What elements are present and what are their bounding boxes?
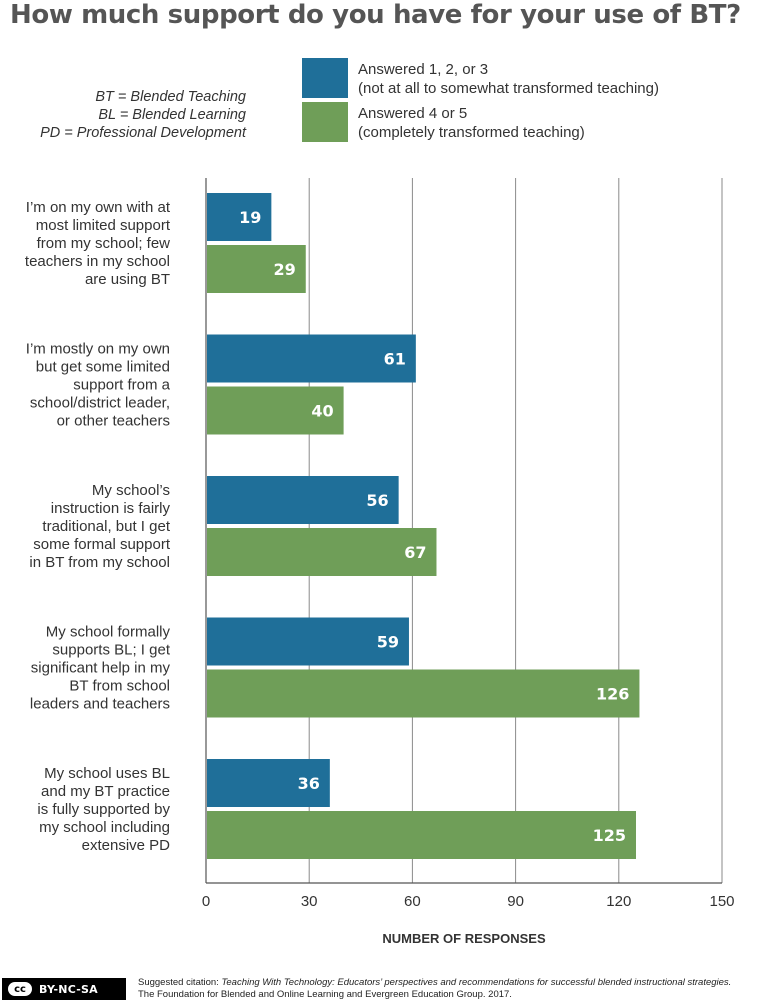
abbreviation-bl: BL = Blended Learning (98, 107, 246, 123)
citation-title: Teaching With Technology: Educators’ per… (221, 977, 732, 988)
legend-high-line2: (completely transformed teaching) (358, 124, 585, 141)
x-tick-label-120: 120 (606, 893, 631, 910)
x-tick-label-0: 0 (202, 893, 210, 910)
abbreviation-pd: PD = Professional Development (40, 125, 246, 141)
x-tick-label-150: 150 (709, 893, 734, 910)
legend-low-line1: Answered 1, 2, or 3 (358, 61, 489, 78)
x-axis-label: NUMBER OF RESPONSES (382, 931, 546, 946)
bar-value-label-high-2: 67 (404, 543, 426, 562)
bar-low-2 (207, 476, 399, 524)
bar-high-1 (207, 386, 344, 435)
bar-low-4 (207, 759, 330, 807)
bar-value-label-low-0: 19 (239, 208, 261, 227)
bar-high-2 (207, 528, 437, 576)
category-label-0: I’m on my own with at most limited suppor… (25, 199, 171, 288)
legend-high-line1: Answered 4 or 5 (358, 105, 468, 122)
x-tick-label-90: 90 (507, 893, 524, 910)
legend-low-line2: (not at all to somewhat transformed teac… (358, 80, 659, 97)
category-label-2: My school’s instruction is fairly traditio… (29, 482, 170, 571)
category-label-1: I’m mostly on my own but get some limited… (26, 341, 171, 430)
abbreviation-key: BT = Blended Teaching BL = Blended Learn… (10, 88, 246, 142)
citation-line2: The Foundation for Blended and Online Le… (138, 989, 512, 1000)
chart-title: How much support do you have for your us… (10, 0, 741, 30)
bar-value-label-high-3: 126 (596, 685, 629, 704)
bar-high-3 (207, 669, 640, 718)
x-tick-label-60: 60 (404, 893, 421, 910)
bar-value-label-low-1: 61 (384, 350, 406, 369)
legend-swatch-high (302, 102, 348, 142)
bar-value-label-low-3: 59 (377, 633, 399, 652)
suggested-citation: Suggested citation: Teaching With Techno… (138, 977, 763, 1001)
bar-low-1 (207, 334, 416, 383)
bar-value-label-high-1: 40 (311, 402, 333, 421)
abbreviation-bt: BT = Blended Teaching (95, 89, 246, 105)
bar-value-label-low-4: 36 (298, 774, 320, 793)
cc-icon: cc (6, 980, 34, 998)
bar-value-label-high-4: 125 (593, 826, 626, 845)
license-label: BY-NC-SA (39, 982, 98, 996)
category-label-3: My school formally supports BL; I get sign… (30, 624, 171, 713)
cc-license-badge[interactable]: cc BY-NC-SA (2, 978, 126, 1000)
citation-prefix: Suggested citation: (138, 977, 222, 988)
bar-value-label-high-0: 29 (273, 260, 295, 279)
bar-high-0 (207, 245, 306, 293)
bar-value-label-low-2: 56 (366, 491, 388, 510)
category-label-4: My school uses BL and my BT practice is fu… (37, 765, 170, 854)
legend-swatch-low (302, 58, 348, 98)
x-tick-label-30: 30 (301, 893, 318, 910)
legend-entry-low: Answered 1, 2, or 3 (not at all to somew… (358, 60, 659, 98)
bar-low-3 (207, 617, 409, 666)
bar-low-0 (207, 193, 272, 241)
legend-entry-high: Answered 4 or 5 (completely transformed … (358, 104, 585, 142)
bar-high-4 (207, 811, 636, 859)
citation-line1: Suggested citation: Teaching With Techno… (138, 977, 763, 989)
